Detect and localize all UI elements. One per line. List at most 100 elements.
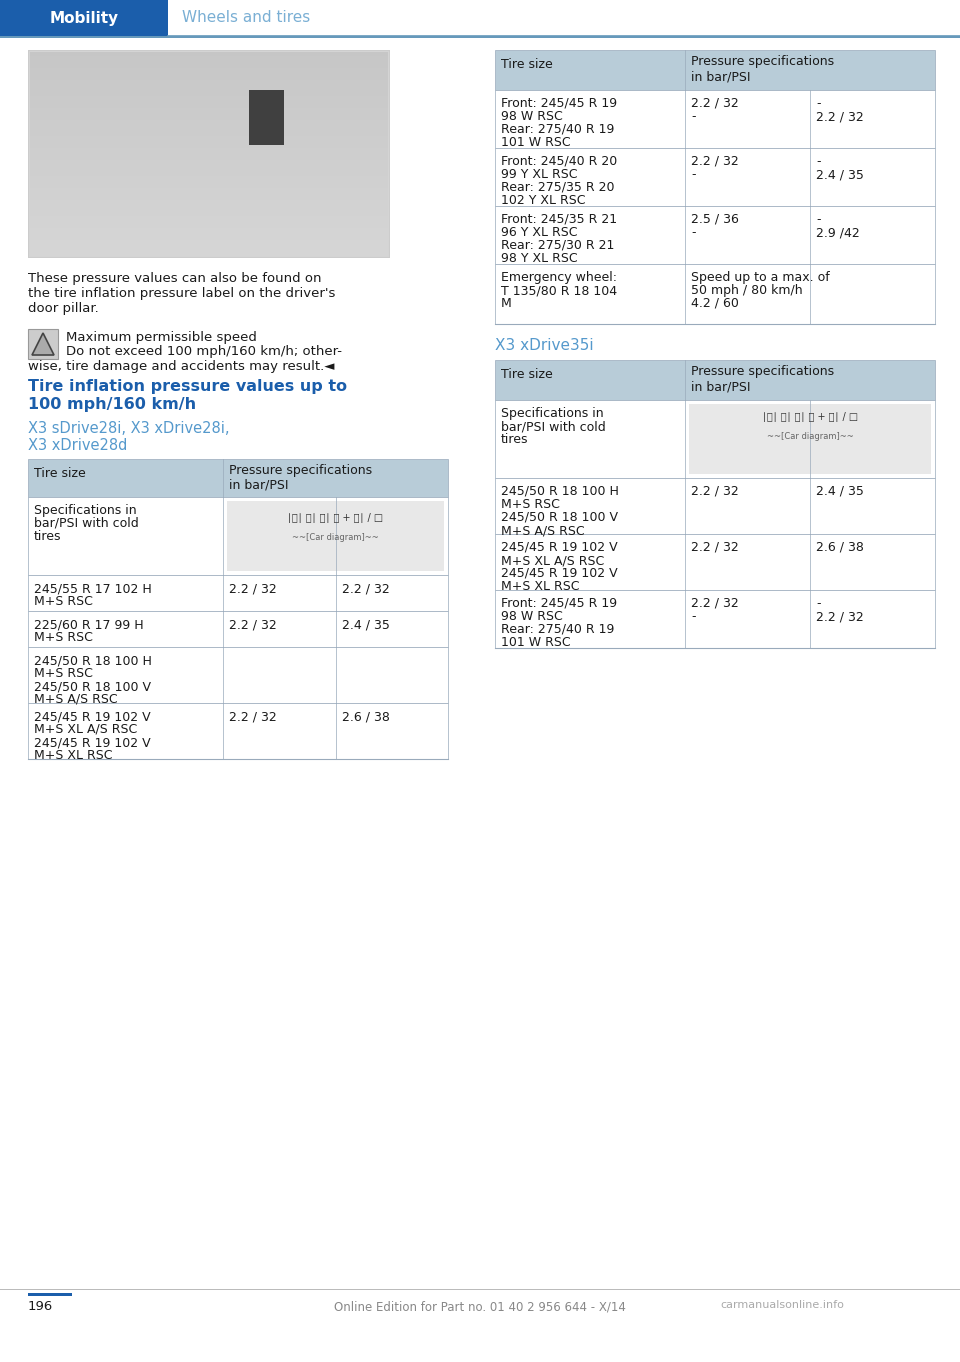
Text: 96 Y XL RSC: 96 Y XL RSC xyxy=(501,226,578,238)
Text: 102 Y XL RSC: 102 Y XL RSC xyxy=(501,193,586,207)
Bar xyxy=(30,120,388,124)
Text: Rear: 275/40 R 19: Rear: 275/40 R 19 xyxy=(501,123,614,136)
Text: bar/PSI with cold: bar/PSI with cold xyxy=(34,518,139,530)
Text: 245/45 R 19 102 V: 245/45 R 19 102 V xyxy=(34,735,151,749)
Text: Front: 245/40 R 20: Front: 245/40 R 20 xyxy=(501,155,617,168)
Bar xyxy=(30,212,388,217)
Bar xyxy=(0,35,960,38)
Bar xyxy=(28,647,448,703)
Text: Tire size: Tire size xyxy=(34,467,85,479)
Bar xyxy=(30,148,388,153)
Bar xyxy=(30,108,388,112)
Bar xyxy=(249,90,284,144)
Text: Front: 245/45 R 19: Front: 245/45 R 19 xyxy=(501,97,617,110)
Text: 2.2 / 32: 2.2 / 32 xyxy=(229,710,276,723)
Bar xyxy=(30,153,388,157)
Text: door pillar.: door pillar. xyxy=(28,302,99,315)
Text: X3 xDrive35i: X3 xDrive35i xyxy=(495,338,593,353)
Text: 196: 196 xyxy=(28,1299,53,1313)
Text: Specifications in: Specifications in xyxy=(34,504,136,518)
Text: -: - xyxy=(691,610,695,622)
Text: 2.2 / 32: 2.2 / 32 xyxy=(691,155,739,168)
Bar xyxy=(30,223,388,227)
Text: Front: 245/35 R 21: Front: 245/35 R 21 xyxy=(501,212,617,226)
Text: Pressure specifications
in bar/PSI: Pressure specifications in bar/PSI xyxy=(229,464,372,492)
Bar xyxy=(30,80,388,84)
Text: 4.2 / 60: 4.2 / 60 xyxy=(691,297,739,311)
Text: 245/50 R 18 100 V: 245/50 R 18 100 V xyxy=(501,511,618,524)
Text: X3 xDrive28d: X3 xDrive28d xyxy=(28,439,128,454)
Text: -: - xyxy=(691,110,695,123)
Bar xyxy=(30,56,388,60)
Bar xyxy=(30,132,388,136)
Text: 98 W RSC: 98 W RSC xyxy=(501,110,563,123)
Text: Specifications in: Specifications in xyxy=(501,407,604,419)
Bar xyxy=(30,188,388,192)
Bar xyxy=(227,501,444,571)
Bar xyxy=(28,459,448,497)
Bar xyxy=(30,136,388,140)
Text: 2.2 / 32: 2.2 / 32 xyxy=(691,97,739,110)
Text: 2.6 / 38: 2.6 / 38 xyxy=(342,710,390,723)
Text: 2.4 / 35: 2.4 / 35 xyxy=(816,168,864,181)
Text: the tire inflation pressure label on the driver's: the tire inflation pressure label on the… xyxy=(28,287,335,300)
Text: 245/45 R 19 102 V: 245/45 R 19 102 V xyxy=(501,567,617,580)
Text: wise, tire damage and accidents may result.◄: wise, tire damage and accidents may resu… xyxy=(28,360,334,373)
Text: 100 mph/160 km/h: 100 mph/160 km/h xyxy=(28,396,196,411)
Bar xyxy=(30,227,388,232)
Bar xyxy=(495,264,935,324)
Text: Wheels and tires: Wheels and tires xyxy=(182,11,310,26)
Bar xyxy=(30,128,388,132)
Bar xyxy=(0,0,168,35)
Bar xyxy=(30,172,388,176)
Text: Emergency wheel:: Emergency wheel: xyxy=(501,271,617,285)
Text: tires: tires xyxy=(34,530,61,543)
Text: 101 W RSC: 101 W RSC xyxy=(501,136,570,148)
Text: Pressure specifications
in bar/PSI: Pressure specifications in bar/PSI xyxy=(691,365,834,394)
Bar xyxy=(30,236,388,240)
Text: 245/50 R 18 100 H: 245/50 R 18 100 H xyxy=(501,485,619,498)
Text: 98 W RSC: 98 W RSC xyxy=(501,610,563,622)
Text: Rear: 275/30 R 21: Rear: 275/30 R 21 xyxy=(501,238,614,252)
Text: 245/45 R 19 102 V: 245/45 R 19 102 V xyxy=(34,710,151,723)
Bar xyxy=(495,400,935,478)
Bar xyxy=(495,148,935,206)
Bar xyxy=(30,95,388,99)
Text: Tire size: Tire size xyxy=(501,59,553,71)
Text: 2.2 / 32: 2.2 / 32 xyxy=(342,582,390,595)
Text: Do not exceed 100 mph/160 km/h; other-: Do not exceed 100 mph/160 km/h; other- xyxy=(66,345,342,358)
Bar xyxy=(30,72,388,76)
Bar xyxy=(30,244,388,248)
Text: 2.6 / 38: 2.6 / 38 xyxy=(816,541,864,554)
Bar xyxy=(495,50,935,90)
Text: -: - xyxy=(691,226,695,238)
Bar xyxy=(30,252,388,256)
Text: 245/50 R 18 100 H: 245/50 R 18 100 H xyxy=(34,654,152,667)
Bar xyxy=(28,330,58,360)
Text: 2.2 / 32: 2.2 / 32 xyxy=(816,610,864,622)
Text: ∣⛹∣ ⛹∣ ⛹∣ ⛹ + ⛹∣ / □: ∣⛹∣ ⛹∣ ⛹∣ ⛹ + ⛹∣ / □ xyxy=(762,411,858,422)
Bar xyxy=(28,1293,72,1297)
Text: 99 Y XL RSC: 99 Y XL RSC xyxy=(501,168,578,181)
Bar xyxy=(30,84,388,89)
Text: M+S RSC: M+S RSC xyxy=(34,631,93,644)
Text: M+S RSC: M+S RSC xyxy=(34,595,93,607)
Bar xyxy=(0,0,960,35)
Bar xyxy=(30,157,388,159)
Text: Pressure specifications
in bar/PSI: Pressure specifications in bar/PSI xyxy=(691,54,834,83)
Bar xyxy=(30,180,388,184)
Text: 2.2 / 32: 2.2 / 32 xyxy=(691,541,739,554)
Text: -: - xyxy=(691,168,695,181)
Bar xyxy=(30,163,388,168)
Bar xyxy=(30,76,388,80)
Polygon shape xyxy=(32,332,54,355)
Text: Rear: 275/40 R 19: Rear: 275/40 R 19 xyxy=(501,622,614,636)
Bar xyxy=(689,405,931,474)
Bar xyxy=(30,52,388,56)
Text: 245/55 R 17 102 H: 245/55 R 17 102 H xyxy=(34,582,152,595)
Text: 2.4 / 35: 2.4 / 35 xyxy=(816,485,864,498)
Bar xyxy=(495,90,935,148)
Text: -: - xyxy=(816,597,821,610)
Bar xyxy=(30,140,388,144)
Text: 2.2 / 32: 2.2 / 32 xyxy=(229,582,276,595)
